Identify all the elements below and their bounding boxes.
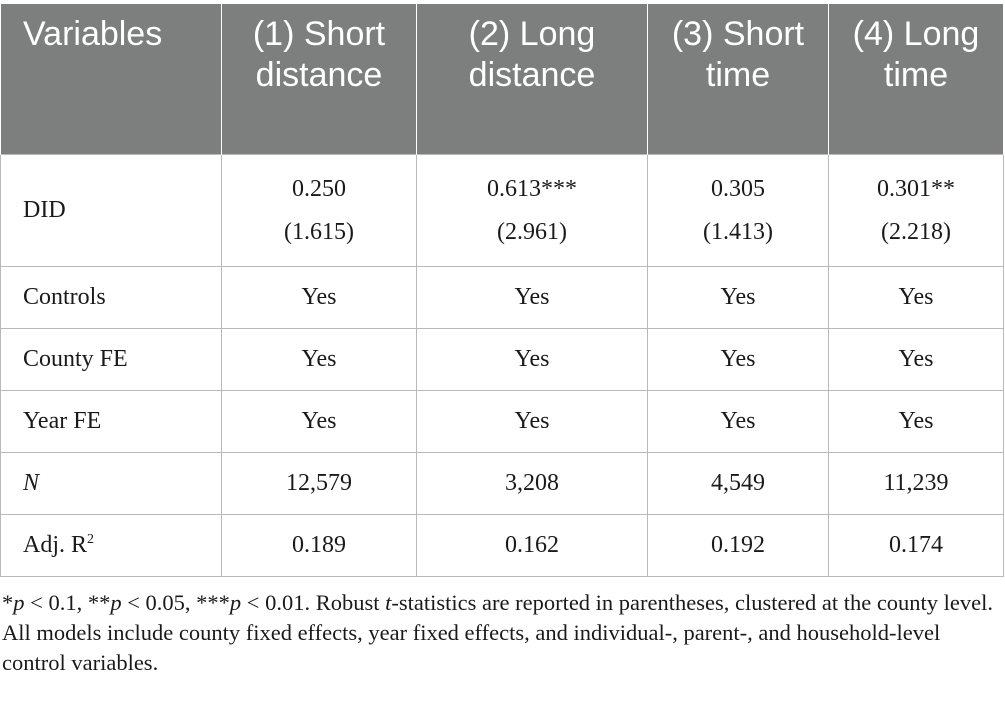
table-cell: 4,549 [647,452,829,515]
table-cell: 11,239 [828,452,1004,515]
table-row-county-fe: County FE Yes Yes Yes Yes [0,328,1004,391]
header-long-time: (4) Long time [828,3,1004,155]
header-short-distance: (1) Short distance [221,3,417,155]
row-label-controls: Controls [0,266,222,329]
table-cell: Yes [416,390,648,453]
table-cell: 0.174 [828,514,1004,577]
table-cell: 0.189 [221,514,417,577]
did-t-statistic: (1.413) [703,219,773,245]
table-cell: Yes [828,390,1004,453]
did-cell-4: 0.301** (2.218) [828,154,1004,267]
table-cell: Yes [416,266,648,329]
row-label-n: N [0,452,222,515]
table-row-controls: Controls Yes Yes Yes Yes [0,266,1004,329]
header-row: Variables (1) Short distance (2) Long di… [0,3,1004,155]
table-cell: 0.162 [416,514,648,577]
table-cell: Yes [828,328,1004,391]
table-footnote: *p < 0.1, **p < 0.05, ***p < 0.01. Robus… [2,588,1002,678]
table-row-n: N 12,579 3,208 4,549 11,239 [0,452,1004,515]
header-long-distance: (2) Long distance [416,3,648,155]
table-row-did: DID 0.250 (1.615) 0.613*** (2.961) 0.305… [0,154,1004,267]
table-cell: Yes [647,266,829,329]
table-cell: Yes [221,328,417,391]
table-cell: Yes [221,390,417,453]
row-label-county-fe: County FE [0,328,222,391]
table-cell: Yes [221,266,417,329]
did-coefficient: 0.250 [292,176,346,202]
did-t-statistic: (2.961) [497,219,567,245]
row-label-adj-r2: Adj. R2 [0,514,222,577]
header-short-time: (3) Short time [647,3,829,155]
regression-results-table: Variables (1) Short distance (2) Long di… [0,3,1004,577]
did-cell-3: 0.305 (1.413) [647,154,829,267]
table-cell: Yes [828,266,1004,329]
table-cell: 12,579 [221,452,417,515]
row-label-did: DID [0,154,222,267]
table-row-year-fe: Year FE Yes Yes Yes Yes [0,390,1004,453]
table-cell: Yes [416,328,648,391]
did-cell-1: 0.250 (1.615) [221,154,417,267]
did-cell-2: 0.613*** (2.961) [416,154,648,267]
table-cell: 0.192 [647,514,829,577]
did-coefficient: 0.301** [877,176,955,202]
footnote-text: *p < 0.1, **p < 0.05, ***p < 0.01. Robus… [2,590,994,675]
did-coefficient: 0.305 [711,176,765,202]
did-t-statistic: (1.615) [284,219,354,245]
did-t-statistic: (2.218) [881,219,951,245]
header-variables: Variables [0,3,222,155]
table-cell: 3,208 [416,452,648,515]
table-row-adj-r2: Adj. R2 0.189 0.162 0.192 0.174 [0,514,1004,577]
table-cell: Yes [647,390,829,453]
table-cell: Yes [647,328,829,391]
row-label-year-fe: Year FE [0,390,222,453]
did-coefficient: 0.613*** [487,176,577,202]
